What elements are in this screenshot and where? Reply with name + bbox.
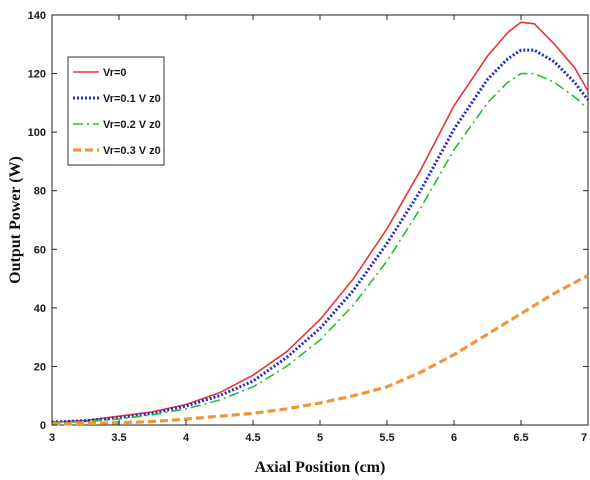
x-axis-label: Axial Position (cm) [255, 459, 386, 476]
legend-label-3: Vr=0.2 V z0 [103, 119, 161, 131]
x-tick-label: 3 [49, 432, 55, 444]
series-line-1 [51, 21, 589, 423]
y-tick-label: 140 [28, 10, 46, 22]
legend-label-4: Vr=0.3 V z0 [103, 145, 161, 157]
legend-label-2: Vr=0.1 V z0 [103, 93, 161, 105]
x-tick-label: 6 [451, 432, 457, 444]
x-tick-label: 3.5 [111, 432, 126, 444]
y-tick-label: 40 [34, 303, 46, 315]
x-tick-label: 6.5 [513, 432, 528, 444]
y-tick-label: 60 [34, 244, 46, 256]
ticks-layer: 3 3.5 4 4.5 5 5.5 6 6.5 7 0 20 40 60 80 100 120 140 [28, 10, 589, 444]
x-tick-label: 5.5 [379, 432, 394, 444]
y-tick-label: 120 [28, 69, 46, 81]
legend: Vr=0 Vr=0.1 V z0 Vr=0.2 V z0 Vr=0.3 V z0 [67, 56, 165, 166]
legend-box [67, 56, 165, 166]
x-tick-label: 4 [183, 432, 190, 444]
y-tick-label: 20 [34, 361, 46, 373]
legend-items: Vr=0 Vr=0.1 V z0 Vr=0.2 V z0 Vr=0.3 V z0 [73, 67, 161, 157]
y-tick-label: 100 [28, 127, 46, 139]
x-tick-label: 4.5 [245, 432, 260, 444]
x-tick-label: 7 [581, 432, 587, 444]
x-tick-label: 5 [317, 432, 323, 444]
series-line-4 [51, 274, 589, 426]
series-layer [51, 21, 590, 426]
y-tick-label: 0 [40, 420, 46, 432]
y-tick-label: 80 [34, 186, 46, 198]
y-axis-label: Output Power (W) [7, 156, 24, 284]
series-line-3 [51, 72, 589, 424]
legend-label-1: Vr=0 [103, 67, 127, 79]
series-line-2 [51, 48, 590, 424]
